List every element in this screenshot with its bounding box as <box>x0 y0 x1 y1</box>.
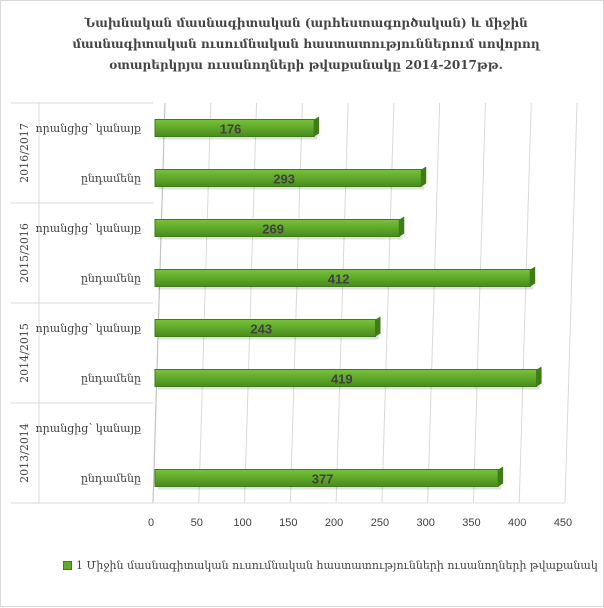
x-tick-label: 300 <box>416 517 434 529</box>
legend-swatch <box>63 561 72 570</box>
bar-cap <box>536 366 542 387</box>
bar-cap <box>375 316 381 337</box>
category-label: ընդամենը <box>81 172 141 185</box>
gridline <box>289 102 303 504</box>
group-label: 2014/2015 <box>18 323 31 383</box>
bar <box>154 319 376 337</box>
x-tick-label: 400 <box>508 517 526 529</box>
category-label: որանցից՝ կանայք <box>36 422 141 435</box>
y-axis-line <box>152 102 166 504</box>
x-tick-label: 350 <box>462 517 480 529</box>
gridline <box>518 102 532 504</box>
bar-value-label: 293 <box>273 172 295 187</box>
bar-value-label: 243 <box>250 322 272 337</box>
group-label: 2013/2014 <box>18 423 31 483</box>
gridline <box>472 102 486 504</box>
bar <box>154 219 400 237</box>
chart-title: Նախնական մասնագիտական (արհեստագործական) … <box>72 16 540 72</box>
bar-cap <box>421 166 427 187</box>
category-label: ընդամենը <box>81 472 141 485</box>
x-tick-label: 50 <box>191 517 203 529</box>
group-label: 2015/2016 <box>18 223 31 283</box>
x-tick-label: 200 <box>325 517 343 529</box>
x-tick-label: 100 <box>233 517 251 529</box>
x-tick-label: 250 <box>371 517 389 529</box>
gridline <box>244 102 258 504</box>
category-label: որանցից՝ կանայք <box>36 222 141 235</box>
x-tick-label: 150 <box>279 517 297 529</box>
gridline <box>427 102 441 504</box>
bar <box>154 119 315 137</box>
x-tick-label: 0 <box>148 517 154 529</box>
category-label: ընդամենը <box>81 372 141 385</box>
chart-legend: 1 Միջին մասնագիտական ուսումնական հաստատո… <box>63 559 598 572</box>
bar-value-label: 419 <box>331 372 353 387</box>
legend-label: 1 Միջին մասնագիտական ուսումնական հաստատո… <box>76 559 598 572</box>
bar-value-label: 377 <box>312 472 334 487</box>
bar-value-label: 412 <box>328 272 350 287</box>
bar-value-label: 176 <box>220 122 242 137</box>
gridline <box>381 102 395 504</box>
bar-cap <box>314 116 320 137</box>
gridline <box>198 102 212 504</box>
category-label: որանցից՝ կանայք <box>36 122 141 135</box>
group-label: 2016/2017 <box>18 123 31 183</box>
category-label: որանցից՝ կանայք <box>36 322 141 335</box>
category-label: ընդամենը <box>81 272 141 285</box>
gridline <box>564 102 578 504</box>
bar-cap <box>498 466 504 487</box>
bar-cap <box>530 266 536 287</box>
bar-value-label: 269 <box>262 222 284 237</box>
gridline <box>335 102 349 504</box>
bar-cap <box>399 216 405 237</box>
x-tick-label: 450 <box>554 517 572 529</box>
